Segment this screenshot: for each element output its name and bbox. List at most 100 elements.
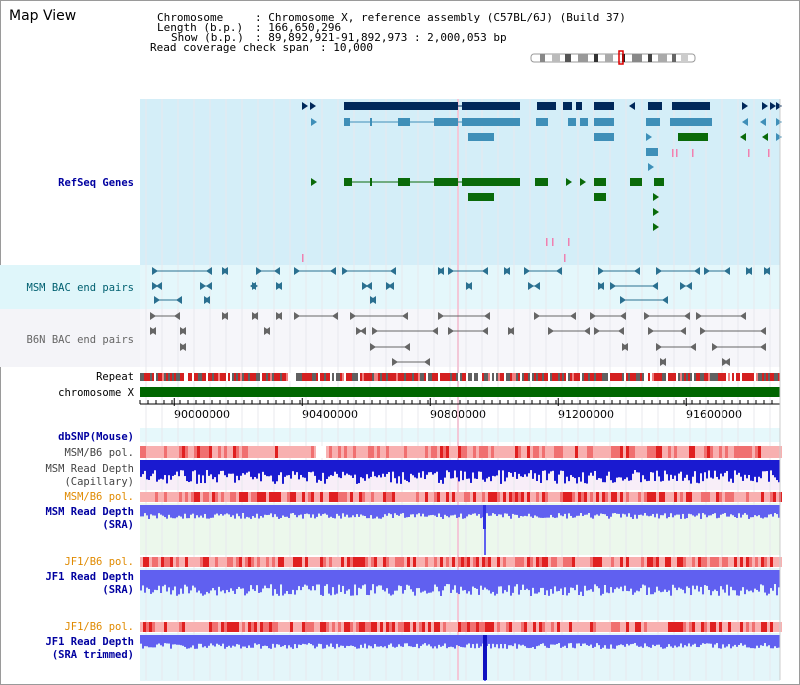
depth-bar bbox=[750, 570, 752, 591]
depth-bar bbox=[644, 505, 646, 514]
polymorphism-cell bbox=[674, 557, 677, 567]
depth-bar bbox=[268, 570, 270, 589]
depth-bar bbox=[756, 505, 758, 517]
polymorphism-cell bbox=[722, 446, 725, 458]
polymorphism-cell bbox=[626, 446, 629, 458]
repeat-cell bbox=[674, 373, 676, 381]
refseq-genes-label[interactable]: RefSeq Genes bbox=[58, 177, 134, 189]
polymorphism-cell bbox=[638, 446, 641, 458]
repeat-cell bbox=[560, 373, 562, 381]
depth-bar bbox=[388, 505, 390, 514]
depth-bar bbox=[482, 570, 484, 590]
polymorphism-cell bbox=[344, 492, 347, 502]
depth-bar bbox=[598, 635, 600, 646]
depth-bar bbox=[624, 460, 626, 480]
repeat-cell bbox=[154, 373, 156, 381]
depth-bar bbox=[286, 570, 288, 592]
polymorphism-cell bbox=[416, 622, 419, 632]
polymorphism-cell bbox=[554, 492, 557, 502]
depth-bar bbox=[700, 460, 702, 474]
polymorphism-cell bbox=[428, 622, 431, 632]
depth-bar bbox=[602, 460, 604, 483]
polymorphism-cell bbox=[167, 446, 170, 458]
depth-bar bbox=[434, 460, 436, 474]
polymorphism-cell bbox=[743, 622, 746, 632]
depth-bar bbox=[162, 460, 164, 480]
depth-bar bbox=[614, 505, 616, 514]
depth-bar bbox=[712, 635, 714, 648]
polymorphism-cell bbox=[515, 622, 518, 632]
depth-bar bbox=[396, 570, 398, 591]
polymorphism-cell bbox=[659, 446, 662, 458]
polymorphism-cell bbox=[248, 492, 251, 502]
repeat-cell bbox=[166, 373, 168, 381]
polymorphism-cell bbox=[425, 446, 428, 458]
depth-bar bbox=[694, 505, 696, 517]
polymorphism-cell bbox=[335, 492, 338, 502]
bac-end bbox=[528, 282, 534, 290]
depth-bar bbox=[522, 505, 524, 517]
depth-bar bbox=[478, 570, 480, 595]
polymorphism-cell bbox=[305, 492, 308, 502]
polymorphism-cell bbox=[557, 557, 560, 567]
depth-bar bbox=[472, 570, 474, 587]
polymorphism-cell bbox=[740, 557, 743, 567]
depth-bar bbox=[418, 505, 420, 514]
depth-bar bbox=[328, 635, 330, 647]
polymorphism-cell bbox=[500, 492, 503, 502]
polymorphism-cell bbox=[350, 622, 353, 632]
depth-bar bbox=[308, 635, 310, 644]
polymorphism-cell bbox=[635, 557, 638, 567]
depth-bar bbox=[490, 460, 492, 482]
bac-end bbox=[508, 327, 514, 335]
depth-bar bbox=[388, 570, 390, 594]
repeat-cell bbox=[602, 373, 604, 381]
depth-bar bbox=[440, 635, 442, 647]
repeat-cell bbox=[496, 373, 498, 381]
depth-bar bbox=[254, 570, 256, 591]
depth-bar bbox=[672, 570, 674, 585]
depth-bar bbox=[196, 570, 198, 593]
depth-bar bbox=[266, 505, 268, 516]
depth-bar bbox=[354, 570, 356, 585]
b6n-bac-label[interactable]: B6N BAC end pairs bbox=[26, 334, 134, 346]
depth-bar bbox=[188, 460, 190, 483]
repeat-cell bbox=[632, 373, 634, 381]
depth-bar bbox=[694, 460, 696, 472]
polymorphism-cell bbox=[380, 446, 383, 458]
depth-bar bbox=[518, 460, 520, 474]
polymorphism-cell bbox=[584, 446, 587, 458]
depth-bar bbox=[536, 505, 538, 517]
depth-bar bbox=[262, 505, 264, 518]
depth-bar bbox=[474, 635, 476, 649]
polymorphism-cell bbox=[308, 492, 311, 502]
polymorphism-cell bbox=[749, 622, 752, 632]
depth-bar bbox=[620, 460, 622, 478]
depth-bar bbox=[610, 635, 612, 645]
depth-bar bbox=[718, 635, 720, 649]
repeat-cell bbox=[616, 373, 618, 381]
depth-bar bbox=[654, 635, 656, 647]
polymorphism-cell bbox=[629, 492, 632, 502]
polymorphism-cell bbox=[188, 492, 191, 502]
bac-end bbox=[696, 312, 702, 320]
depth-bar bbox=[562, 460, 564, 471]
depth-bar bbox=[550, 505, 552, 515]
dbsnp-label[interactable]: dbSNP(Mouse) bbox=[58, 431, 134, 443]
depth-bar bbox=[752, 570, 754, 593]
depth-bar bbox=[632, 505, 634, 519]
depth-bar bbox=[256, 635, 258, 645]
depth-bar bbox=[512, 505, 514, 514]
msm-bac-label[interactable]: MSM BAC end pairs bbox=[26, 282, 134, 294]
bac-end bbox=[424, 358, 430, 366]
depth-bar bbox=[288, 570, 290, 595]
depth-bar bbox=[744, 570, 746, 595]
bac-end bbox=[372, 327, 378, 335]
depth-bar bbox=[686, 460, 688, 475]
polymorphism-cell bbox=[365, 492, 368, 502]
depth-bar bbox=[374, 505, 376, 519]
depth-bar bbox=[648, 635, 650, 648]
depth-bar bbox=[418, 635, 420, 649]
depth-bar bbox=[382, 460, 384, 474]
